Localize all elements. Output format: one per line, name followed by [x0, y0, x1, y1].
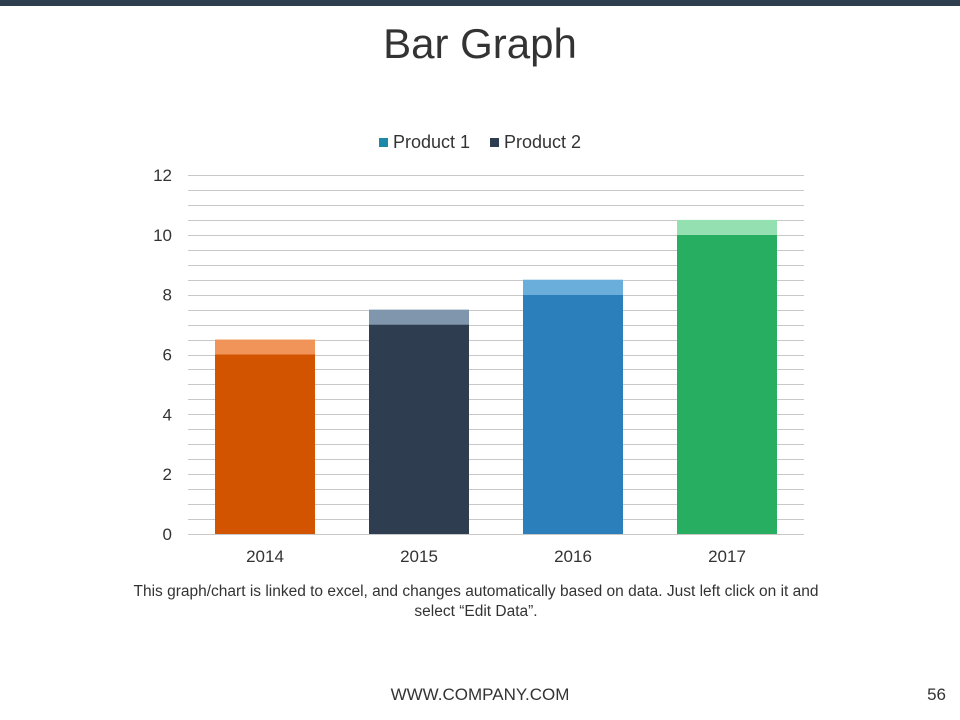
y-tick-label: 6: [163, 346, 172, 365]
bar-product-2: [369, 309, 469, 325]
y-tick-label: 10: [153, 226, 172, 245]
bar-product-2: [523, 279, 623, 295]
legend-item-product-1: Product 1: [378, 132, 470, 153]
y-tick-label: 0: [163, 525, 172, 544]
bar-product-2: [215, 339, 315, 355]
x-tick-label: 2014: [246, 547, 284, 566]
legend-label-product-1: Product 1: [392, 132, 470, 152]
page-number: 56: [927, 685, 946, 704]
y-tick-label: 12: [153, 166, 172, 185]
bar-product-1: [215, 354, 315, 534]
legend-swatch-product-1: [378, 138, 388, 147]
bar-product-1: [523, 294, 623, 534]
chart-legend: Product 1 Product 2: [0, 132, 960, 153]
bar-product-1: [677, 234, 777, 535]
page-title: Bar Graph: [383, 20, 577, 67]
legend-item-product-2: Product 2: [490, 132, 581, 153]
footer-url: WWW.COMPANY.COM: [390, 685, 570, 704]
bar-product-2: [677, 219, 777, 235]
legend-label-product-2: Product 2: [504, 132, 582, 152]
y-tick-label: 8: [163, 286, 172, 305]
bar-product-1: [369, 324, 469, 534]
chart-caption: This graph/chart is linked to excel, and…: [133, 583, 819, 620]
y-tick-label: 2: [163, 465, 172, 484]
y-tick-label: 4: [163, 405, 172, 424]
x-tick-label: 2016: [554, 547, 592, 566]
x-tick-label: 2017: [708, 547, 746, 566]
x-tick-label: 2015: [400, 547, 438, 566]
legend-swatch-product-2: [490, 138, 499, 147]
top-accent-bar: [0, 0, 960, 6]
